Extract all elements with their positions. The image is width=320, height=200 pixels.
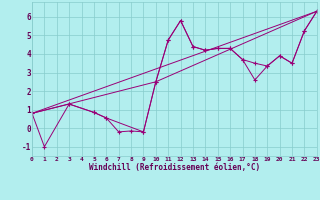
- X-axis label: Windchill (Refroidissement éolien,°C): Windchill (Refroidissement éolien,°C): [89, 163, 260, 172]
